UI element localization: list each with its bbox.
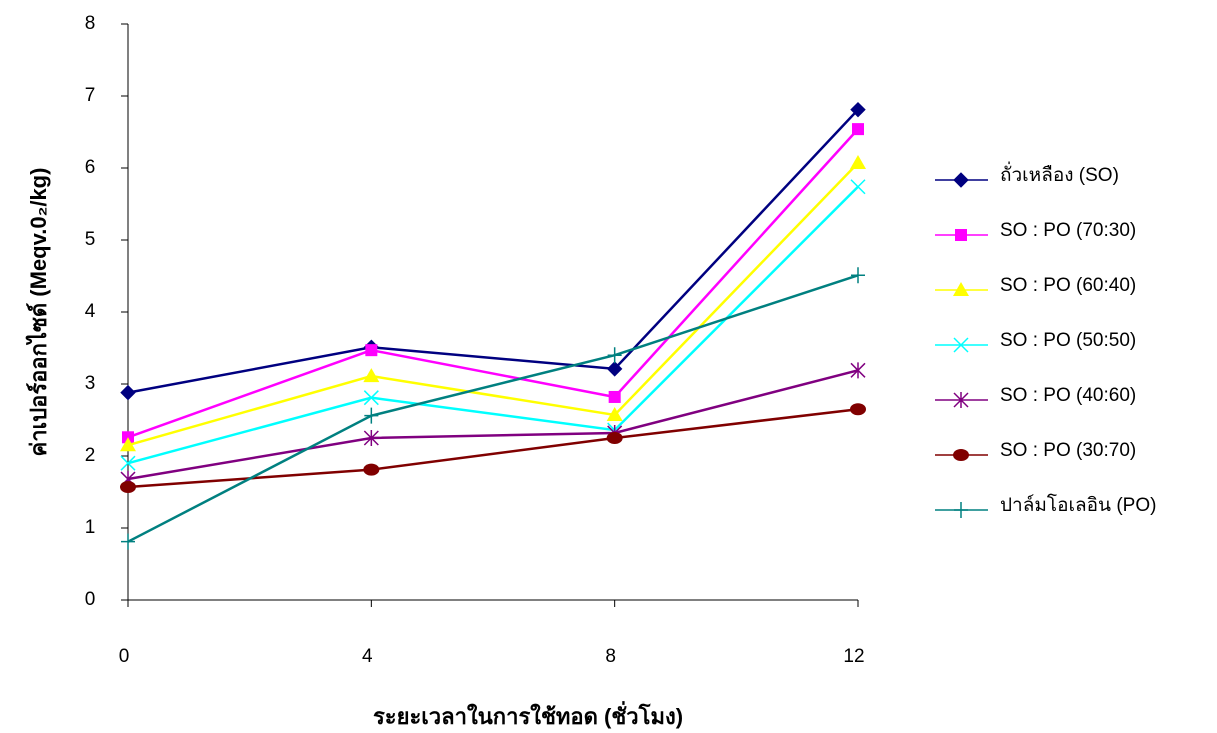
series-line bbox=[128, 163, 858, 445]
x-tick-label: 0 bbox=[119, 646, 130, 667]
marker bbox=[365, 344, 377, 356]
series bbox=[121, 103, 865, 400]
y-tick-label: 1 bbox=[85, 517, 96, 538]
series-line bbox=[128, 409, 858, 487]
marker bbox=[120, 481, 136, 493]
marker bbox=[364, 408, 378, 424]
y-tick-label: 3 bbox=[85, 373, 96, 394]
legend-marker bbox=[955, 229, 967, 241]
marker bbox=[607, 432, 623, 444]
legend-marker bbox=[954, 502, 968, 518]
marker bbox=[609, 391, 621, 403]
x-tick-label: 8 bbox=[605, 646, 616, 667]
legend-marker bbox=[953, 282, 969, 296]
marker bbox=[121, 534, 135, 550]
legend-label: ถั่วเหลือง (SO) bbox=[1000, 161, 1119, 186]
series bbox=[121, 362, 865, 487]
x-tick-label: 12 bbox=[843, 646, 864, 667]
series bbox=[120, 155, 866, 451]
legend-label: SO : PO (70:30) bbox=[1000, 220, 1136, 241]
x-axis-title: ระยะเวลาในการใช้ทอด (ชั่วโมง) bbox=[373, 700, 683, 729]
legend-label: ปาล์มโอเลอิน (PO) bbox=[1000, 493, 1156, 516]
marker bbox=[121, 386, 135, 400]
series bbox=[121, 180, 865, 470]
y-tick-label: 0 bbox=[85, 589, 96, 610]
marker bbox=[363, 464, 379, 476]
y-tick-label: 2 bbox=[85, 445, 96, 466]
y-tick-label: 7 bbox=[85, 85, 96, 106]
marker bbox=[850, 155, 866, 169]
marker bbox=[850, 403, 866, 415]
marker bbox=[851, 180, 865, 194]
legend-label: SO : PO (40:60) bbox=[1000, 385, 1136, 406]
legend-marker bbox=[954, 173, 968, 187]
legend-label: SO : PO (50:50) bbox=[1000, 330, 1136, 351]
series-line bbox=[128, 129, 858, 437]
legend-marker bbox=[953, 449, 969, 461]
page: ระยะเวลาในการใช้ทอด (ชั่วโมง) ค่าเปอร์ออ… bbox=[0, 0, 1217, 733]
chart: ระยะเวลาในการใช้ทอด (ชั่วโมง) ค่าเปอร์ออ… bbox=[0, 0, 1217, 733]
marker bbox=[363, 368, 379, 382]
y-tick-label: 8 bbox=[85, 13, 96, 34]
marker bbox=[851, 267, 865, 283]
series-line bbox=[128, 275, 858, 541]
y-axis-title: ค่าเปอร์ออกไซด์ (Meqv.0₂/kg) bbox=[25, 168, 51, 457]
marker bbox=[608, 347, 622, 363]
y-tick-label: 4 bbox=[85, 301, 96, 322]
marker bbox=[852, 123, 864, 135]
series bbox=[121, 267, 865, 549]
y-tick-label: 6 bbox=[85, 157, 96, 178]
y-tick-label: 5 bbox=[85, 229, 96, 250]
x-tick-label: 4 bbox=[362, 646, 373, 667]
legend-label: SO : PO (60:40) bbox=[1000, 275, 1136, 296]
legend-label: SO : PO (30:70) bbox=[1000, 440, 1136, 461]
